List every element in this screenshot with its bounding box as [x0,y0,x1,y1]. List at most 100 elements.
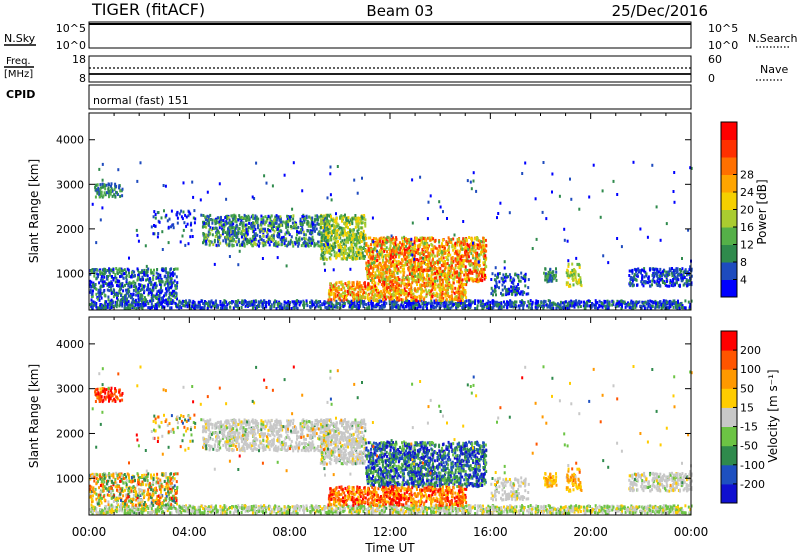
power-cell [412,248,414,251]
power-cell [397,243,399,246]
power-cell [199,304,201,307]
nave-tick-top: 60 [708,53,722,66]
power-cell [159,281,161,284]
power-cell [164,283,166,286]
power-cell [364,218,366,221]
power-cell [119,268,121,271]
power-cell [365,237,367,240]
power-cell [603,300,605,303]
power-cell [428,254,430,257]
power-cell [227,227,229,230]
power-cell [402,276,404,279]
power-cell [386,276,388,279]
power-cell [338,246,340,249]
power-cell [150,272,152,275]
power-cell [241,243,243,246]
power-cell [339,302,341,305]
power-cell [361,226,363,229]
power-cell [127,291,129,294]
power-cell [185,301,187,304]
power-cell [225,239,227,242]
power-cell [96,288,98,291]
power-cell [413,271,415,274]
power-cell [169,218,171,221]
power-cell [415,237,417,240]
power-cell [478,275,480,278]
power-cell [256,221,258,224]
power-cell [448,245,450,248]
power-cell [153,272,155,275]
power-cell [202,214,204,217]
power-cell [471,238,473,241]
power-cell [280,229,282,232]
power-cell [113,193,115,196]
power-cell [348,238,350,241]
power-cell [97,275,99,278]
power-cell [251,225,253,228]
power-cell [444,252,446,255]
power-cell [256,218,258,221]
power-cell [135,299,137,302]
power-cell [467,273,469,276]
power-cell [123,277,125,280]
power-cell [107,275,109,278]
power-cell [390,241,392,244]
power-cell [194,217,196,220]
power-cell [341,257,343,260]
power-cell [611,304,613,307]
power-cell [271,214,273,217]
freq-label-line2: [MHz] [4,69,33,80]
power-cell [457,258,459,261]
power-cell [393,264,395,267]
power-cell [285,226,287,229]
power-cell [220,217,222,220]
power-cell [124,298,126,301]
power-cell [212,233,214,236]
power-cell [265,215,267,218]
power-cell [270,219,272,222]
power-cell [479,242,481,245]
power-cell [122,289,124,292]
power-cell [248,241,250,244]
power-cell [338,236,340,239]
power-cell [566,307,568,310]
power-cell [211,222,213,225]
power-cell [559,306,561,309]
power-cell [218,220,220,223]
power-cell [679,307,681,310]
power-cell [543,301,545,304]
power-cell [148,292,150,295]
power-cell [378,279,380,282]
power-cell [304,217,306,220]
power-cell [209,233,211,236]
power-cell [273,305,275,308]
power-cell [458,238,460,241]
power-cell [337,229,339,232]
power-cell [246,301,248,304]
power-cell [379,307,381,310]
power-cell [440,256,442,259]
power-cell [452,271,454,274]
power-cell [265,221,267,224]
power-cell [455,250,457,253]
power-cell [102,183,104,186]
power-cell [436,279,438,282]
power-cell [514,300,516,303]
power-cell [670,301,672,304]
power-cell [430,277,432,280]
power-cell [634,304,636,307]
power-cell [235,240,237,243]
power-cell [412,302,414,305]
power-cell [147,289,149,292]
power-cell [120,294,122,297]
power-cell [116,297,118,300]
power-cell [542,306,544,309]
power-cell [484,274,486,277]
power-cell [555,307,557,310]
power-cell [410,242,412,245]
power-cell [420,305,422,308]
power-cell [465,259,467,262]
power-cell [324,257,326,260]
power-cell [388,296,390,299]
power-cell [411,272,413,275]
